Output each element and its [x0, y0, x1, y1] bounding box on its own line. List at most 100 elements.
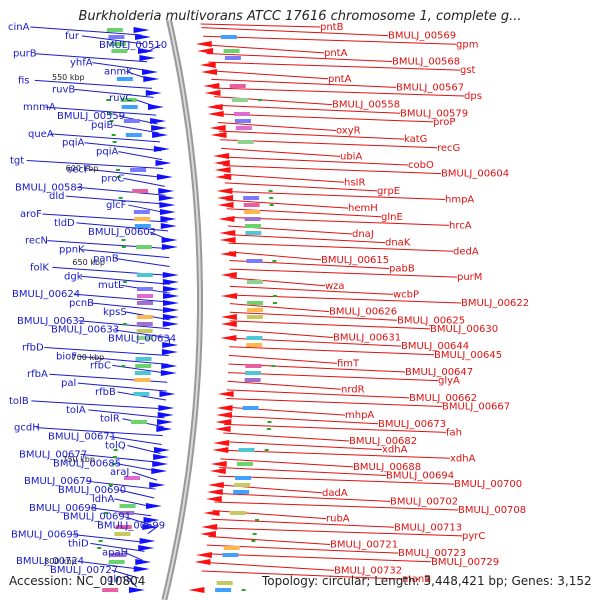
cog-block [246, 259, 263, 263]
reverse-gene-arrow [217, 391, 234, 397]
label-connector [77, 560, 141, 570]
gene-label: rubA [326, 514, 350, 525]
gene-label: queA [28, 129, 54, 140]
gene-label: BMULJ_00673 [378, 419, 446, 430]
cog-block [108, 560, 125, 564]
gene-label: BMULJ_00677 [19, 449, 87, 460]
label-connector [216, 484, 323, 494]
gene-label: dedA [453, 246, 479, 257]
forward-gene-arrow [156, 174, 173, 180]
forward-gene-arrow [160, 370, 177, 376]
cog-block [114, 532, 131, 536]
label-connector [36, 427, 163, 437]
label-connector [81, 249, 170, 259]
gene-label: kpsS [103, 307, 127, 318]
gene-label: rfbD [22, 343, 44, 354]
cog-block [222, 553, 239, 557]
cog-block [133, 392, 150, 396]
forward-gene-arrow [161, 349, 178, 355]
gene-label: BMULJ_00647 [405, 367, 473, 378]
label-connector [203, 35, 457, 45]
gene-label: BMULJ_00698 [29, 503, 97, 514]
label-connector [132, 471, 158, 481]
gene-label: xdhA [450, 453, 476, 464]
cog-block [245, 231, 262, 235]
green-mark [258, 99, 263, 101]
cog-block [215, 588, 232, 592]
gene-label: tolB [9, 396, 29, 407]
label-connector [44, 347, 169, 357]
cog-block [123, 476, 140, 480]
gene-label: BMULJ_00662 [409, 393, 477, 404]
gene-label: hemH [348, 203, 378, 214]
cog-block [135, 364, 152, 368]
cog-block [110, 553, 127, 557]
gene-label: recN [25, 236, 48, 247]
forward-gene-arrow [145, 90, 162, 96]
gene-label: anmK [104, 67, 133, 78]
label-connector [205, 553, 432, 563]
gene-label: BMULJ_00699 [97, 521, 165, 532]
gene-label: pqiA [96, 147, 118, 158]
forward-gene-arrow [161, 363, 178, 369]
label-connector [84, 142, 162, 152]
green-mark [122, 323, 127, 325]
gene-label: purM [457, 272, 482, 283]
reverse-gene-arrow [205, 496, 222, 502]
forward-gene-arrow [160, 216, 177, 222]
gene-label: BMULJ_00559 [57, 111, 125, 122]
gene-label: BMULJ_00558 [332, 100, 400, 111]
forward-gene-arrow [162, 279, 179, 285]
forward-gene-arrow [153, 146, 170, 152]
forward-gene-arrow [148, 104, 165, 110]
gene-label: BMULJ_00688 [353, 462, 421, 473]
gene-label: proP [433, 117, 455, 128]
green-mark [252, 533, 257, 535]
gene-label: pyrC [462, 531, 485, 542]
reverse-gene-arrow [218, 216, 235, 222]
green-mark [111, 463, 116, 465]
gene-label: rfbB [95, 387, 116, 398]
forward-gene-arrow [158, 188, 175, 194]
label-connector [209, 70, 329, 80]
forward-gene-arrow [151, 125, 168, 131]
green-mark [108, 484, 113, 486]
forward-gene-arrow [162, 342, 179, 348]
green-mark [111, 134, 116, 136]
reverse-gene-arrow [210, 132, 227, 138]
label-connector [226, 199, 349, 209]
gene-label: BMULJ_00634 [108, 334, 176, 345]
label-connector [208, 61, 461, 71]
gene-label: bioF [56, 351, 77, 362]
gene-label: BMULJ_00691 [63, 512, 131, 523]
gene-label: apaH [102, 547, 128, 558]
label-connector [89, 168, 165, 178]
forward-gene-arrow [162, 300, 179, 306]
reverse-gene-arrow [216, 405, 233, 411]
label-connector [228, 242, 454, 252]
gene-label: manB [402, 574, 431, 585]
label-connector [81, 35, 144, 45]
gene-label: recG [437, 143, 460, 154]
green-mark [97, 547, 102, 549]
label-connector [210, 527, 463, 537]
forward-gene-arrow [156, 426, 173, 432]
label-connector [65, 195, 167, 205]
label-connector [220, 139, 438, 149]
cog-block [119, 504, 136, 508]
gene-label: pntB [320, 22, 344, 33]
label-connector [80, 275, 170, 285]
reverse-gene-arrow [220, 335, 237, 341]
cog-block [134, 378, 151, 382]
reverse-gene-arrow [216, 188, 233, 194]
label-connector [76, 222, 169, 232]
label-connector [203, 561, 335, 571]
gene-label: mutL [98, 280, 124, 291]
forward-gene-arrow [151, 468, 168, 474]
forward-gene-arrow [161, 244, 178, 250]
label-connector [226, 389, 410, 399]
green-mark [255, 519, 260, 521]
cog-block [135, 357, 152, 361]
cog-block [233, 112, 250, 116]
cog-block [220, 35, 237, 39]
